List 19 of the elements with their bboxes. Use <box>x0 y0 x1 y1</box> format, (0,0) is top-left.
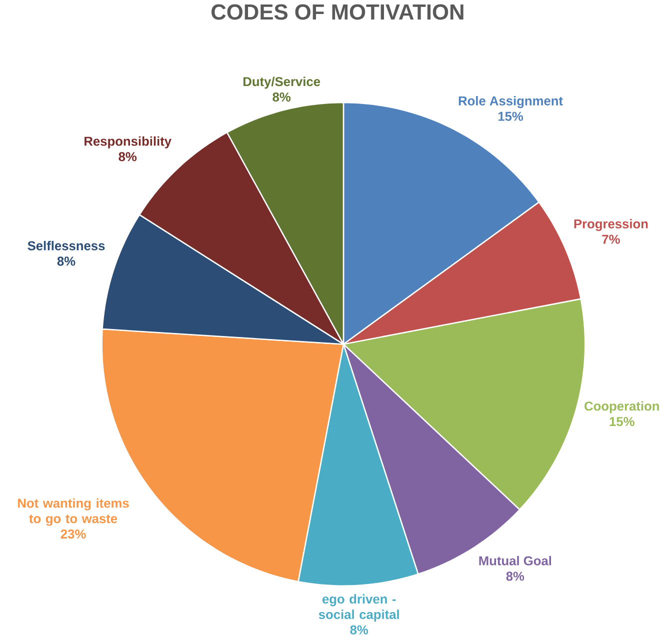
data-label: 23% <box>60 530 86 539</box>
data-label: 8% <box>350 625 368 635</box>
slice-label: Duty/Service <box>244 76 320 89</box>
slice-label: Selflessness <box>28 241 105 250</box>
slice-label: Mutual Goal <box>479 556 552 566</box>
data-label: 8% <box>272 92 291 102</box>
data-label: 15% <box>610 417 634 426</box>
data-label: 8% <box>506 572 524 581</box>
data-label: 8% <box>118 152 137 162</box>
data-label: 7% <box>602 234 620 244</box>
chart-title: CODES OF MOTIVATION <box>212 4 464 20</box>
slice-label: ego driven - social capital <box>318 594 399 622</box>
slice-label: Cooperation <box>584 401 659 414</box>
data-label: 15% <box>498 112 524 122</box>
data-label: 8% <box>57 256 76 266</box>
slice-label: Progression <box>574 219 648 232</box>
slice-label: Role Assignment <box>458 96 563 108</box>
slice-label: Responsibility <box>84 136 172 148</box>
slice-label: Not wanting items to go to waste <box>18 498 129 526</box>
